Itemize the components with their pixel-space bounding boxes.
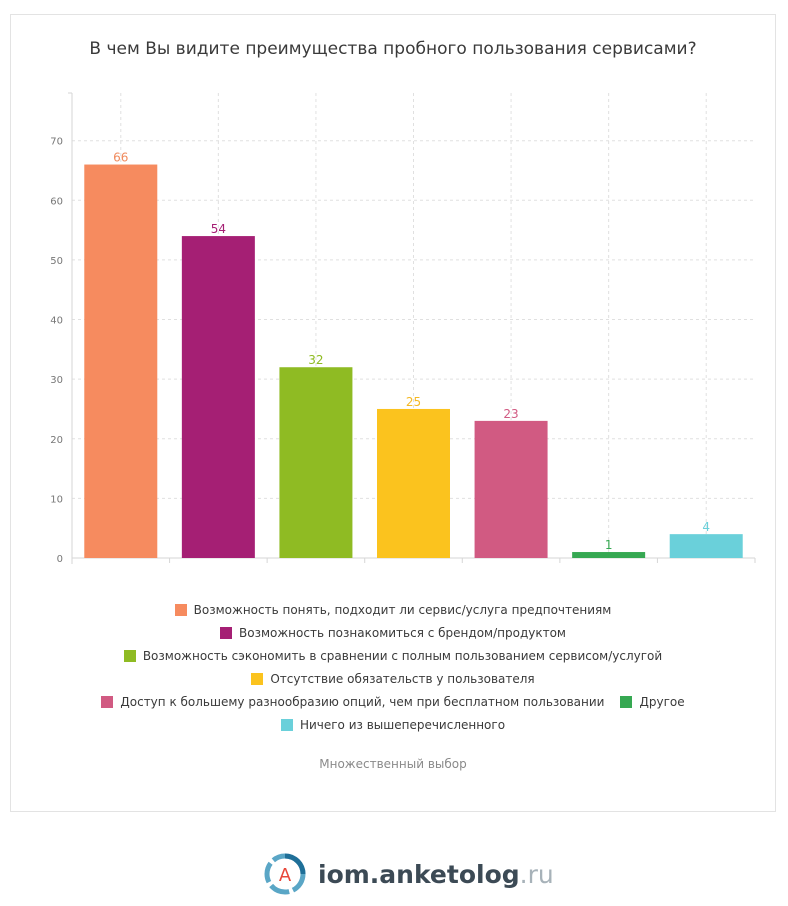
- y-tick-label: 10: [50, 494, 63, 505]
- bar-1: [84, 164, 158, 559]
- legend-row: Возможность познакомиться с брендом/прод…: [212, 621, 574, 644]
- legend-label: Возможность сэкономить в сравнении с пол…: [142, 648, 663, 663]
- y-tick-label: 0: [57, 554, 63, 565]
- bar-value-label: 25: [406, 395, 421, 409]
- bar-value-label: 54: [211, 222, 226, 236]
- legend-item[interactable]: Возможность понять, подходит ли сервис/у…: [174, 602, 612, 617]
- legend-row: Возможность сэкономить в сравнении с пол…: [116, 644, 670, 667]
- chart-title: В чем Вы видите преимущества пробного по…: [89, 39, 697, 59]
- legend-item[interactable]: Возможность познакомиться с брендом/прод…: [220, 626, 566, 640]
- bar-chart: 0 10 20 30 40 50 60 70 66 54 32 25 23 1 4: [50, 92, 756, 565]
- legend-label: Возможность понять, подходит ли сервис/у…: [193, 602, 612, 617]
- legend-item[interactable]: Другое: [620, 694, 685, 709]
- brand-domain: iom.anketolog: [318, 859, 520, 889]
- legend-label: Ничего из вышеперечисленного: [299, 717, 506, 732]
- bar-value-label: 32: [308, 353, 323, 367]
- y-tick-label: 40: [50, 316, 63, 327]
- legend-swatch: [123, 649, 136, 662]
- y-tick-label: 20: [50, 435, 63, 446]
- y-tick-label: 60: [50, 196, 63, 207]
- brand-tld: .ru: [519, 859, 554, 889]
- anketolog-logo-icon: A: [264, 853, 306, 895]
- bar-3: [279, 367, 353, 558]
- legend-label: Доступ к большему разнообразию опций, че…: [120, 694, 605, 709]
- legend-label: Возможность познакомиться с брендом/прод…: [239, 625, 566, 640]
- legend-swatch: [251, 672, 264, 685]
- chart-card: В чем Вы видите преимущества пробного по…: [10, 14, 776, 812]
- brand-name: iom.anketolog.ru: [318, 860, 554, 889]
- chart-legend: Возможность понять, подходит ли сервис/у…: [11, 598, 775, 736]
- legend-row: Ничего из вышеперечисленного: [273, 713, 513, 736]
- legend-row: Возможность понять, подходит ли сервис/у…: [167, 598, 620, 621]
- legend-item[interactable]: Отсутствие обязательств у пользователя: [251, 671, 535, 686]
- legend-label: Другое: [639, 694, 685, 709]
- legend-label: Отсутствие обязательств у пользователя: [270, 671, 535, 686]
- brand-footer: A iom.anketolog.ru: [262, 852, 554, 896]
- legend-item[interactable]: Доступ к большему разнообразию опций, че…: [101, 695, 604, 709]
- legend-item[interactable]: Ничего из вышеперечисленного: [280, 717, 506, 732]
- y-tick-label: 70: [50, 137, 63, 148]
- legend-row: Доступ к большему разнообразию опций, че…: [93, 690, 692, 713]
- multiple-choice-note: Множественный выбор: [319, 757, 467, 771]
- bar-5: [474, 420, 548, 558]
- bar-value-label: 1: [605, 538, 613, 552]
- legend-item[interactable]: Возможность сэкономить в сравнении с пол…: [123, 648, 663, 663]
- bar-7: [669, 534, 743, 558]
- legend-row: Отсутствие обязательств у пользователя: [243, 667, 542, 690]
- y-tick-label: 50: [50, 256, 63, 267]
- legend-swatch: [174, 603, 187, 616]
- bar-4: [377, 408, 450, 558]
- legend-swatch: [620, 695, 633, 708]
- logo-letter: A: [279, 865, 292, 886]
- bar-6: [572, 552, 646, 558]
- bar-value-label: 4: [702, 520, 710, 534]
- bar-2: [181, 236, 255, 559]
- legend-swatch: [220, 626, 233, 639]
- y-tick-label: 30: [50, 375, 63, 386]
- bar-value-label: 23: [503, 407, 518, 421]
- legend-swatch: [280, 718, 293, 731]
- bar-value-label: 66: [113, 151, 128, 165]
- legend-swatch: [101, 695, 114, 708]
